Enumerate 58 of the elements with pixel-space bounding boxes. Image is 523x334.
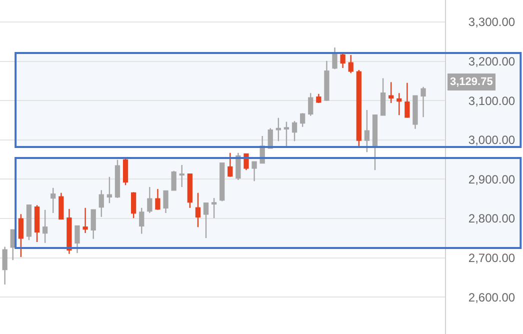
candlestick: [308, 92, 314, 117]
y-tick-label: 2,600.00: [468, 290, 516, 304]
candlestick: [50, 187, 56, 214]
candlestick: [34, 204, 40, 243]
candlestick: [147, 186, 152, 214]
candlestick: [163, 190, 168, 214]
candlestick: [300, 112, 306, 128]
candlestick: [82, 207, 88, 234]
y-tick-label: 2,900.00: [468, 172, 516, 186]
candlestick: [26, 204, 32, 241]
candlestick: [236, 152, 241, 181]
candlestick: [412, 95, 418, 130]
candlestick: [42, 209, 48, 244]
y-tick-label: 3,100.00: [468, 94, 516, 108]
candlestick: [2, 246, 8, 286]
candlestick: [316, 93, 322, 104]
candlestick: [131, 192, 136, 219]
candlestick: [18, 214, 24, 258]
text: 3,129.75: [450, 76, 493, 88]
candlestick: [340, 52, 346, 69]
candlestick: [122, 156, 128, 186]
candlestick: [276, 117, 281, 142]
candlestick: [66, 208, 72, 254]
candlestick: [324, 60, 330, 102]
candlestick: [228, 152, 233, 178]
candlestick: [220, 162, 225, 202]
candlestick: [58, 192, 64, 220]
candlestick: [364, 109, 370, 153]
candlestick: [356, 69, 362, 147]
candlestick: [90, 209, 96, 240]
candlestick: [187, 173, 192, 208]
y-tick-label: 3,200.00: [468, 54, 516, 68]
candlestick: [74, 225, 80, 254]
candlestick: [195, 192, 201, 228]
candlestick: [396, 92, 402, 116]
candlestick: [404, 82, 410, 118]
y-tick-label: 3,300.00: [468, 15, 516, 30]
candlestick: [252, 161, 257, 182]
candlestick: [380, 78, 386, 116]
candlestick: [292, 120, 298, 142]
candlestick: [155, 188, 160, 210]
y-tick-label: 3,000.00: [468, 133, 516, 148]
candlestick: [98, 190, 104, 218]
candlestick: [106, 176, 112, 204]
candlestick: [211, 197, 217, 219]
candlestick: [171, 170, 176, 191]
candlestick: [332, 46, 338, 70]
y-tick-label: 2,700.00: [468, 250, 516, 265]
candlestick: [388, 82, 394, 104]
y-tick-label: 2,800.00: [468, 212, 516, 226]
candlestick: [114, 159, 120, 199]
candlestick: [372, 114, 378, 171]
candlestick: [284, 121, 290, 148]
candlestick: [179, 164, 184, 188]
candlestick: [348, 54, 354, 74]
candlestick: [203, 202, 209, 239]
candlestick: [420, 86, 426, 118]
candlestick: [139, 207, 144, 234]
